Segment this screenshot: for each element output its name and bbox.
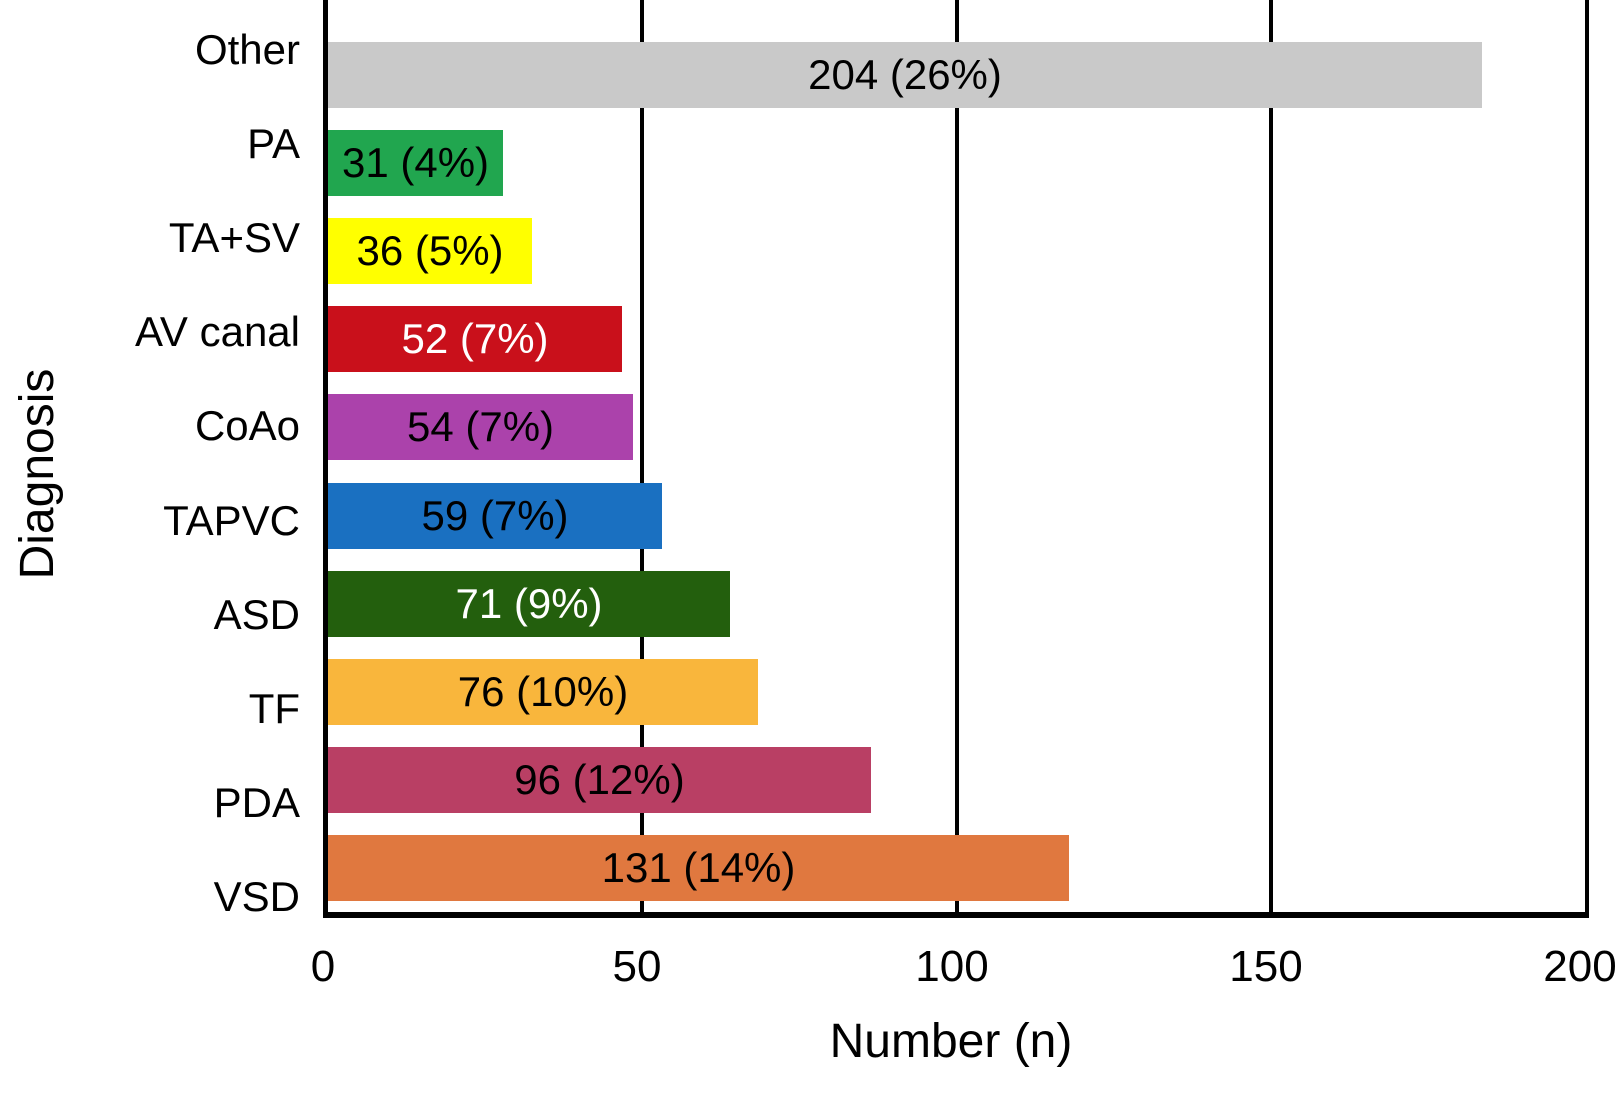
x-tick-label-150: 150 [1229,942,1303,991]
category-label-pa: PA [247,120,300,167]
bar-value-label: 59 (7%) [421,492,569,539]
category-label-pda: PDA [213,779,300,826]
bar-vsd: 131 (14%) [328,835,1069,901]
bar-pda: 96 (12%) [328,747,871,813]
bar-value-label: 76 (10%) [457,668,629,715]
x-tick-label-200: 200 [1543,942,1617,991]
bar-tapvc: 59 (7%) [328,483,662,549]
bar-av-canal: 52 (7%) [328,306,622,372]
bar-pa: 31 (4%) [328,130,503,196]
x-axis-title: Number (n) [829,1015,1073,1068]
bar-asd: 71 (9%) [328,571,730,637]
category-label-asd: ASD [213,591,300,638]
category-label-av-canal: AV canal [135,308,300,355]
bar-value-label: 96 (12%) [514,756,685,803]
bar-value-label: 204 (26%) [808,51,1002,98]
bar-other: 204 (26%) [328,42,1482,108]
bar-value-label: 31 (4%) [341,139,490,186]
bar-coao: 54 (7%) [328,394,633,460]
bar-value-label: 71 (9%) [455,580,603,627]
x-tick-label-100: 100 [915,942,989,991]
gridline-50 [640,0,645,912]
category-label-ta-sv: TA+SV [168,214,300,261]
bar-value-label: 52 (7%) [401,315,549,362]
bar-value-label: 131 (14%) [601,844,796,891]
bar-tf: 76 (10%) [328,659,758,725]
category-label-other: Other [194,26,300,73]
category-label-tapvc: TAPVC [163,497,300,544]
gridline-100 [954,0,959,912]
plot-area: 204 (26%) 31 (4%) 36 (5%) 52 (7%) 54 (7%) 59 … [323,0,1589,918]
category-label-vsd: VSD [213,873,300,920]
bar-value-label: 54 (7%) [406,403,555,450]
x-tick-label-50: 50 [612,942,662,991]
bar-ta-sv: 36 (5%) [328,218,532,284]
bar-value-label: 36 (5%) [356,227,504,274]
category-label-tf: TF [248,685,300,732]
y-axis-title: Diagnosis [11,368,64,580]
x-tick-label-0: 0 [310,942,336,991]
gridline-150 [1268,0,1273,912]
category-label-coao: CoAo [194,402,300,449]
